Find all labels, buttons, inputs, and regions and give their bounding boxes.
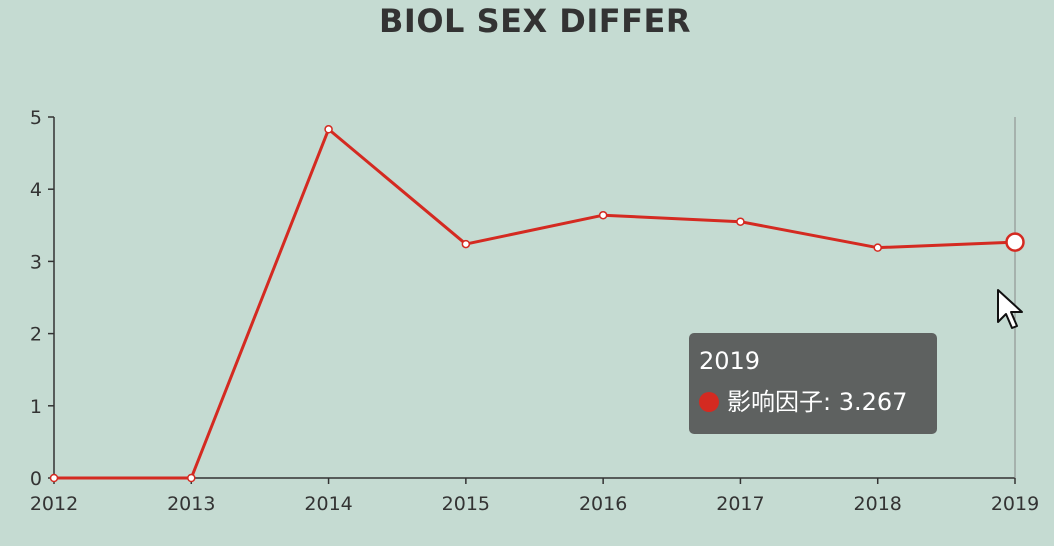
- data-point: [462, 241, 469, 248]
- x-tick-label: 2017: [716, 493, 764, 515]
- y-tick-label: 4: [30, 179, 42, 201]
- tooltip: 2019 影响因子: 3.267: [689, 333, 937, 434]
- x-tick-label: 2019: [991, 493, 1039, 515]
- data-point: [737, 218, 744, 225]
- y-tick-label: 0: [30, 468, 42, 490]
- x-tick-label: 2014: [304, 493, 352, 515]
- tooltip-row: 影响因子: 3.267: [699, 387, 927, 417]
- series-marker-icon: [699, 392, 719, 412]
- x-tick-label: 2012: [30, 493, 78, 515]
- y-tick-label: 1: [30, 396, 42, 418]
- x-tick-label: 2018: [854, 493, 902, 515]
- y-tick-label: 5: [30, 107, 42, 129]
- data-point: [874, 244, 881, 251]
- x-tick-label: 2015: [442, 493, 490, 515]
- data-point-highlighted: [1007, 234, 1024, 251]
- data-point: [188, 475, 195, 482]
- tooltip-title: 2019: [699, 345, 927, 377]
- x-tick-label: 2013: [167, 493, 215, 515]
- y-tick-label: 2: [30, 324, 42, 346]
- data-point: [600, 212, 607, 219]
- x-tick-label: 2016: [579, 493, 627, 515]
- y-tick-label: 3: [30, 251, 42, 273]
- mouse-cursor-icon: [996, 288, 1024, 332]
- data-point: [51, 475, 58, 482]
- tooltip-value: 影响因子: 3.267: [727, 387, 907, 417]
- data-point: [325, 126, 332, 133]
